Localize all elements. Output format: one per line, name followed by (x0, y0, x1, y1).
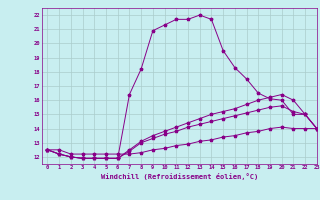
X-axis label: Windchill (Refroidissement éolien,°C): Windchill (Refroidissement éolien,°C) (100, 173, 258, 180)
